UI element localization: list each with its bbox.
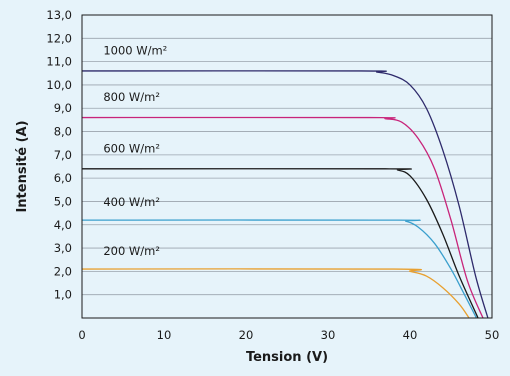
y-tick-label: 3,0: [54, 241, 72, 255]
y-tick-label: 7,0: [54, 148, 72, 162]
y-tick-label: 8,0: [54, 125, 72, 139]
y-tick-label: 12,0: [46, 31, 72, 45]
y-axis-title: Intensité (A): [15, 120, 30, 212]
annotation-layer: 1000 W/m² 800 W/m² 600 W/m² 400 W/m² 200 W/m…: [103, 44, 167, 258]
curve-label-4: 200 W/m²: [103, 244, 160, 258]
x-tick-label: 20: [239, 328, 254, 342]
series-line-3: [81, 219, 477, 319]
x-tick-label: 40: [403, 328, 418, 342]
curve-label-2: 600 W/m²: [103, 142, 160, 156]
y-tick-label: 5,0: [54, 194, 72, 208]
curve-label-1: 800 W/m²: [103, 90, 160, 104]
x-tick-label: 50: [485, 328, 500, 342]
curve-label-0: 1000 W/m²: [103, 44, 167, 58]
series-line-1: [81, 116, 484, 319]
x-tick-label: 10: [157, 328, 172, 342]
x-tick-label: 30: [321, 328, 336, 342]
series-line-2: [81, 168, 479, 319]
series-line-4: [81, 268, 470, 319]
curve-layer: [81, 70, 489, 319]
curve-label-3: 400 W/m²: [103, 195, 160, 209]
y-tick-label: 9,0: [54, 101, 72, 115]
y-tick-label: 10,0: [46, 78, 72, 92]
x-axis-title: Tension (V): [246, 350, 328, 365]
y-tick-label: 13,0: [46, 8, 72, 22]
series-line-0: [81, 70, 489, 319]
y-tick-label: 6,0: [54, 171, 72, 185]
y-tick-label: 1,0: [54, 288, 72, 302]
y-tick-label: 2,0: [54, 264, 72, 278]
tick-layer: 1,0 2,0 3,0 4,0 5,0 6,0 7,0 8,0 9,0 10,0 11,0 12,0 1…: [46, 8, 499, 342]
y-tick-label: 11,0: [46, 55, 72, 69]
plot-frame: [81, 14, 493, 319]
y-tick-label: 4,0: [54, 218, 72, 232]
x-tick-label: 0: [78, 328, 85, 342]
